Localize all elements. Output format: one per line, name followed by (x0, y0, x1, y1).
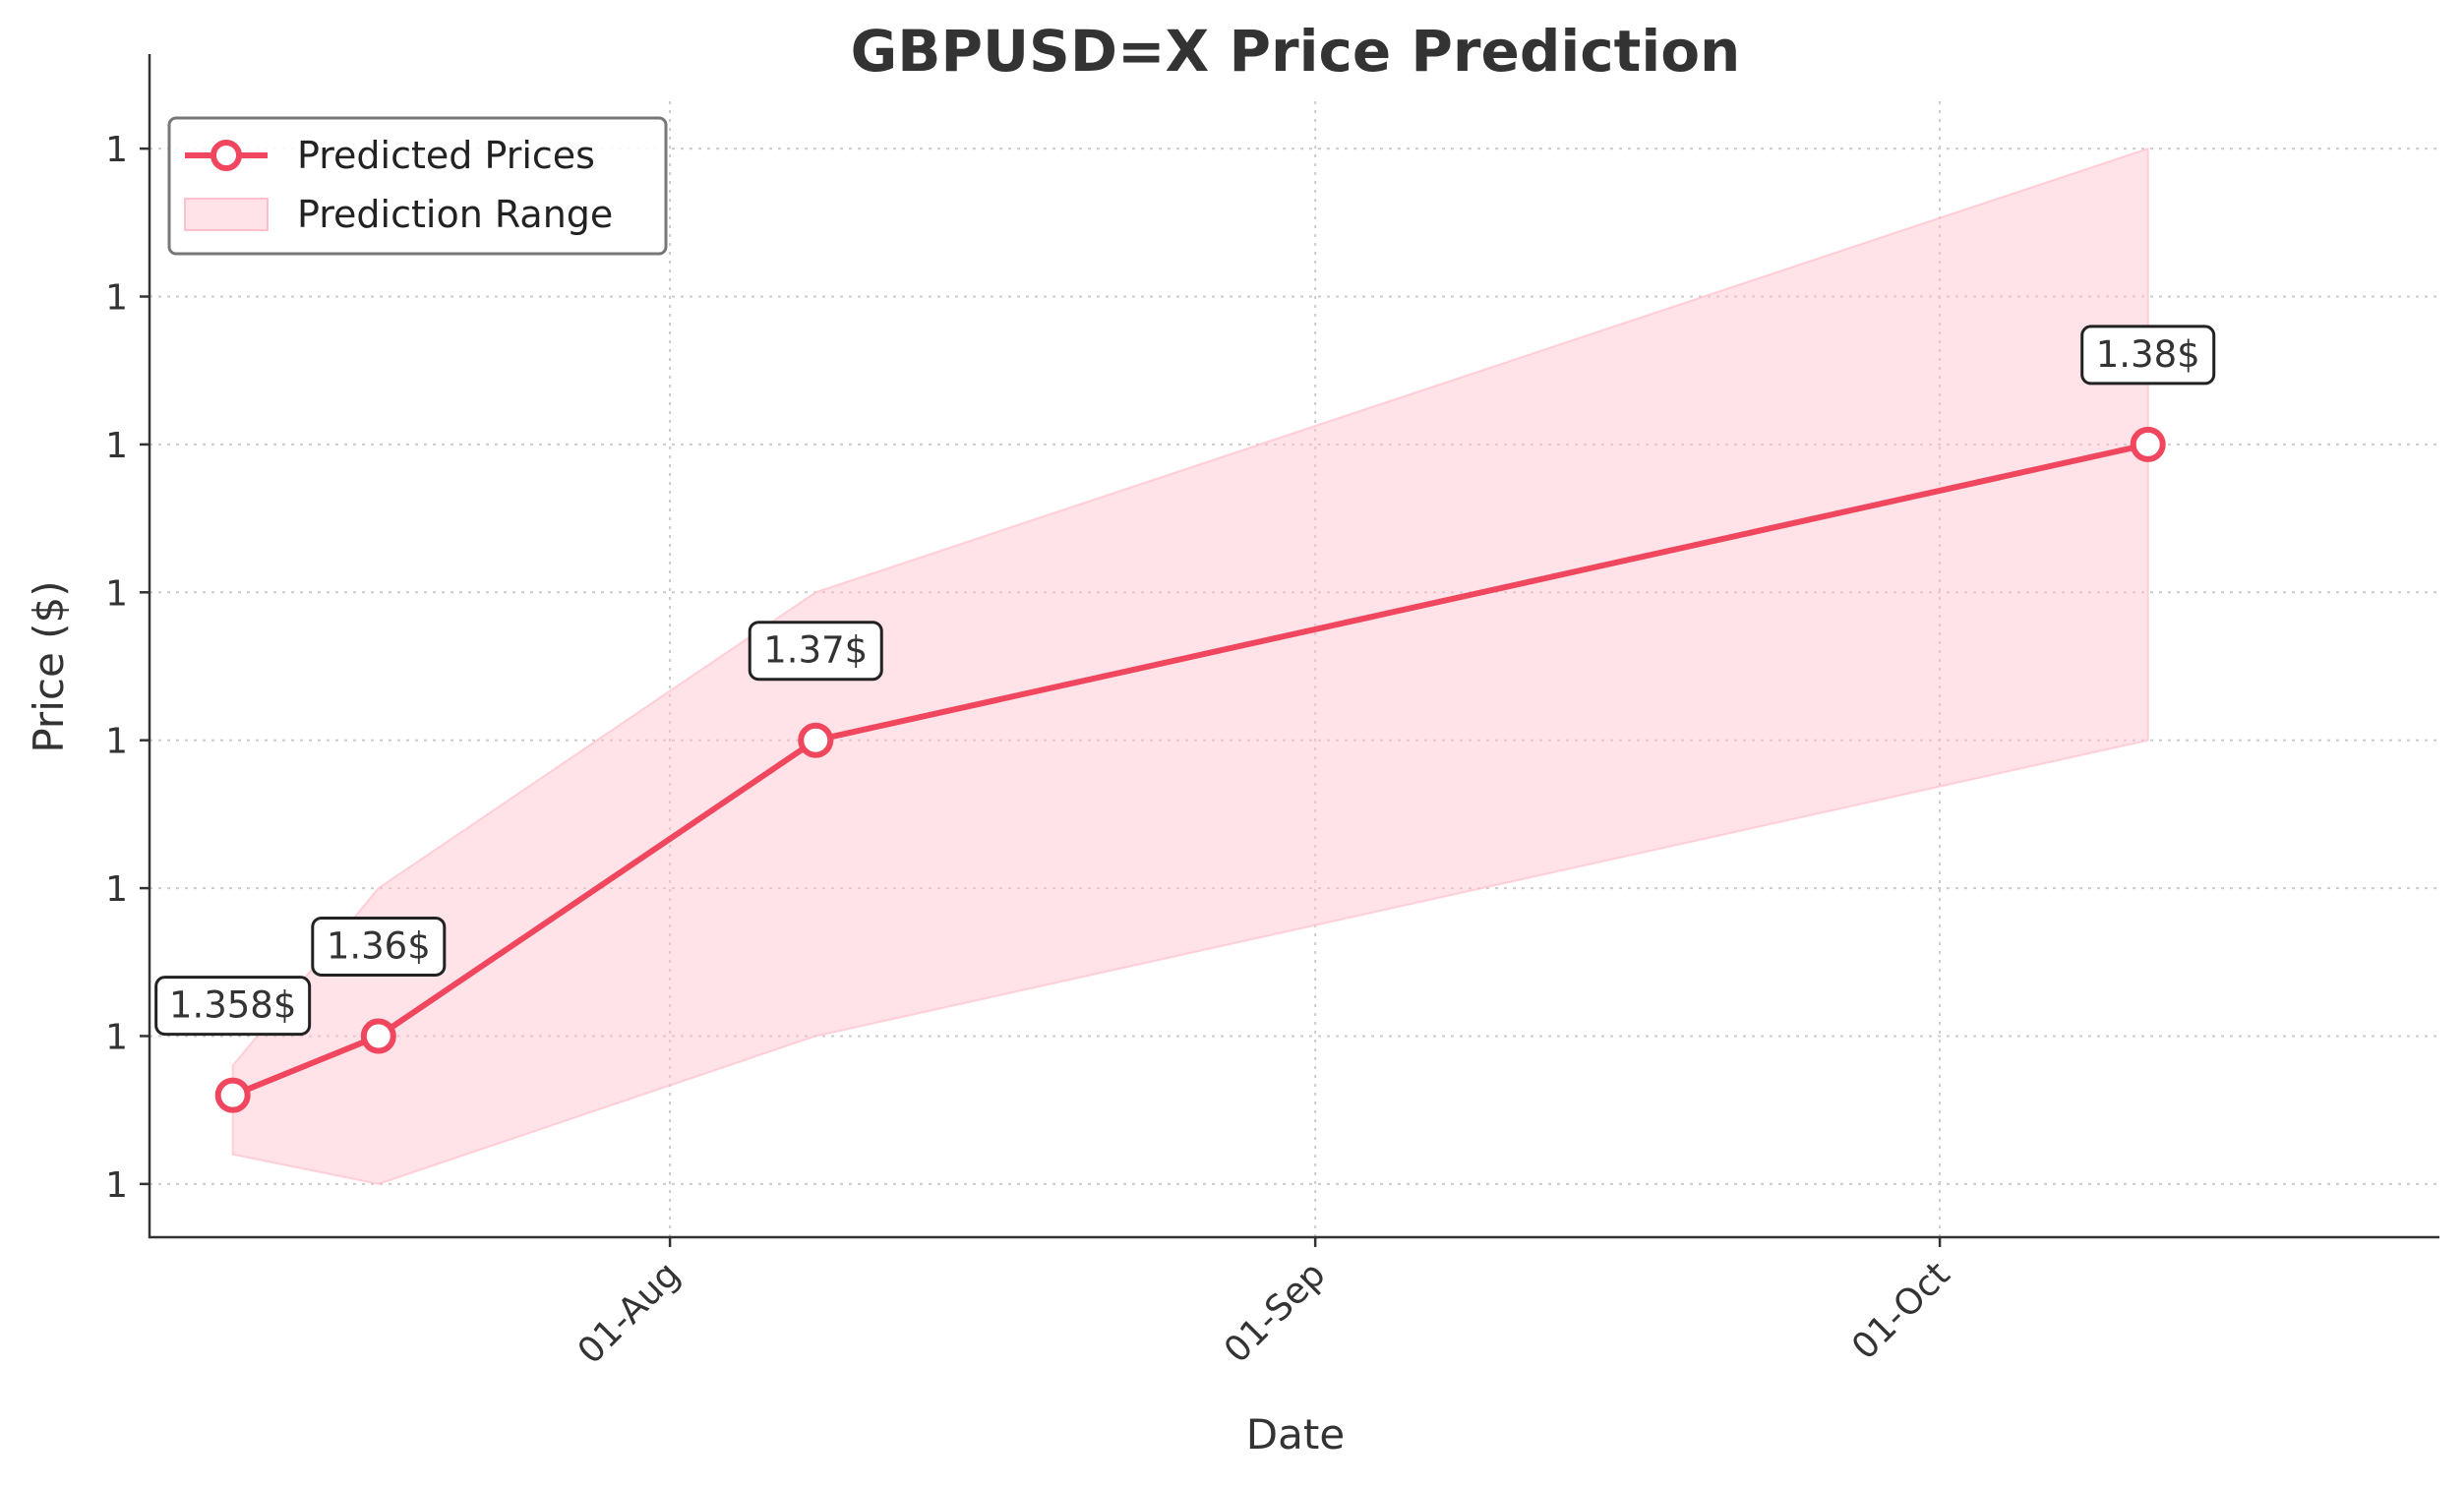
data-label-box (311, 916, 447, 977)
x-tick-label: 01-Aug (571, 1254, 689, 1372)
data-point-marker (798, 722, 834, 758)
axes-spines (148, 54, 2439, 1239)
y-tick-label: 1 (105, 130, 128, 170)
data-point-marker (214, 1077, 251, 1113)
x-tick-label: 01-Sep (1217, 1254, 1334, 1371)
data-label: 1.38$ (2096, 333, 2200, 376)
chart-title: GBPUSD=X Price Prediction (851, 18, 1741, 85)
data-label: 1.36$ (327, 924, 431, 967)
legend-marker-swatch (210, 140, 242, 171)
grid-layer (150, 101, 2439, 1237)
data-point-marker (2130, 426, 2166, 462)
legend-label-predicted: Predicted Prices (297, 134, 595, 177)
y-tick-label: 1 (105, 278, 128, 319)
data-label-box (154, 976, 312, 1037)
data-point-marker (360, 1018, 396, 1054)
x-tick-label: 01-Oct (1844, 1254, 1957, 1367)
predicted-prices-line (231, 441, 2149, 1099)
y-axis-label: Price ($) (25, 580, 73, 752)
legend: Predicted Prices Prediction Range (167, 116, 668, 256)
line-layer (214, 426, 2166, 1113)
data-label-box (2080, 325, 2216, 386)
annotation-layer: 1.358$ 1.36$ 1.37$ 1.38$ (154, 325, 2216, 1037)
y-tick-label: 1 (105, 722, 128, 762)
data-label: 1.37$ (763, 629, 868, 672)
legend-box (167, 116, 668, 256)
x-axis-label: Date (1246, 1410, 1345, 1458)
legend-range-swatch (184, 198, 269, 231)
y-tick-label: 1 (105, 1017, 128, 1057)
y-tick-label: 1 (105, 426, 128, 466)
range-layer (231, 147, 2149, 1185)
prediction-range-band (231, 147, 2149, 1185)
legend-label-range: Prediction Range (297, 193, 613, 236)
data-label: 1.358$ (169, 984, 296, 1027)
data-label-box (748, 621, 883, 682)
y-tick-label: 1 (105, 573, 128, 614)
y-tick-label: 1 (105, 1165, 128, 1206)
y-tick-label: 1 (105, 869, 128, 910)
